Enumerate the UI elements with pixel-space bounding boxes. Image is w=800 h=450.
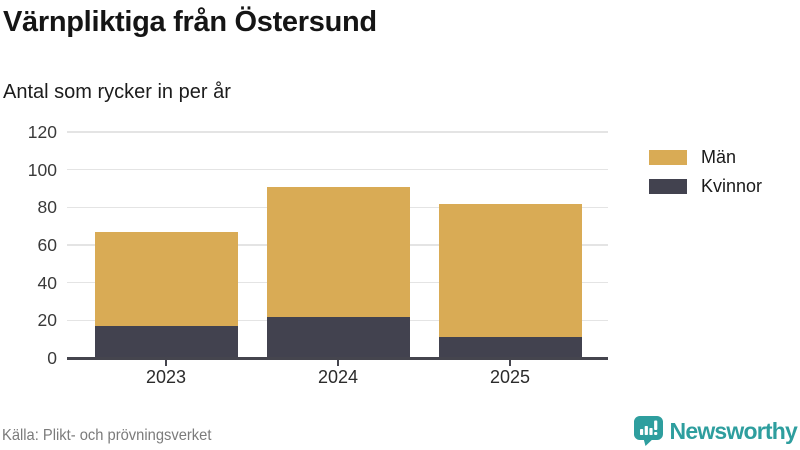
newsworthy-logo-icon — [633, 416, 663, 446]
bar-segment-kvinnor — [438, 337, 582, 358]
y-axis-tick-label: 80 — [37, 197, 57, 218]
x-axis-tick — [337, 359, 339, 366]
bar-segment-män — [438, 203, 582, 338]
bar-segment-män — [94, 231, 238, 326]
y-gridline — [67, 131, 608, 133]
y-axis-tick-label: 40 — [37, 272, 57, 293]
source-note: Källa: Plikt- och prövningsverket — [2, 427, 212, 444]
y-gridline — [67, 168, 608, 171]
x-axis-tick-label: 2024 — [317, 367, 359, 387]
bar-segment-män — [266, 186, 410, 317]
y-axis-tick-label: 20 — [37, 310, 57, 331]
chart-title: Värnpliktiga från Östersund — [3, 6, 377, 38]
newsworthy-logo-text: Newsworthy — [669, 418, 798, 444]
x-axis-tick-label: 2023 — [145, 367, 187, 387]
y-axis-tick-label: 0 — [47, 348, 57, 368]
bar-segment-kvinnor — [94, 325, 238, 358]
legend-label: Kvinnor — [701, 176, 763, 196]
y-axis-tick-label: 100 — [27, 159, 57, 180]
legend-swatch — [649, 149, 687, 165]
legend-swatch — [649, 178, 687, 194]
legend: Män Kvinnor — [649, 147, 762, 205]
x-axis-tick-label: 2025 — [489, 367, 531, 387]
legend-item-män: Män — [649, 147, 762, 167]
legend-item-kvinnor: Kvinnor — [649, 176, 762, 196]
newsworthy-logo: Newsworthy — [633, 416, 798, 446]
y-axis-tick-label: 120 — [27, 122, 57, 142]
x-axis-tick — [509, 359, 511, 366]
legend-label: Män — [701, 147, 737, 167]
x-axis-tick — [165, 359, 167, 366]
y-axis-tick-label: 60 — [37, 235, 57, 255]
x-axis-line — [67, 356, 608, 360]
bar-segment-kvinnor — [266, 316, 410, 358]
chart-subtitle: Antal som rycker in per år — [3, 81, 231, 103]
